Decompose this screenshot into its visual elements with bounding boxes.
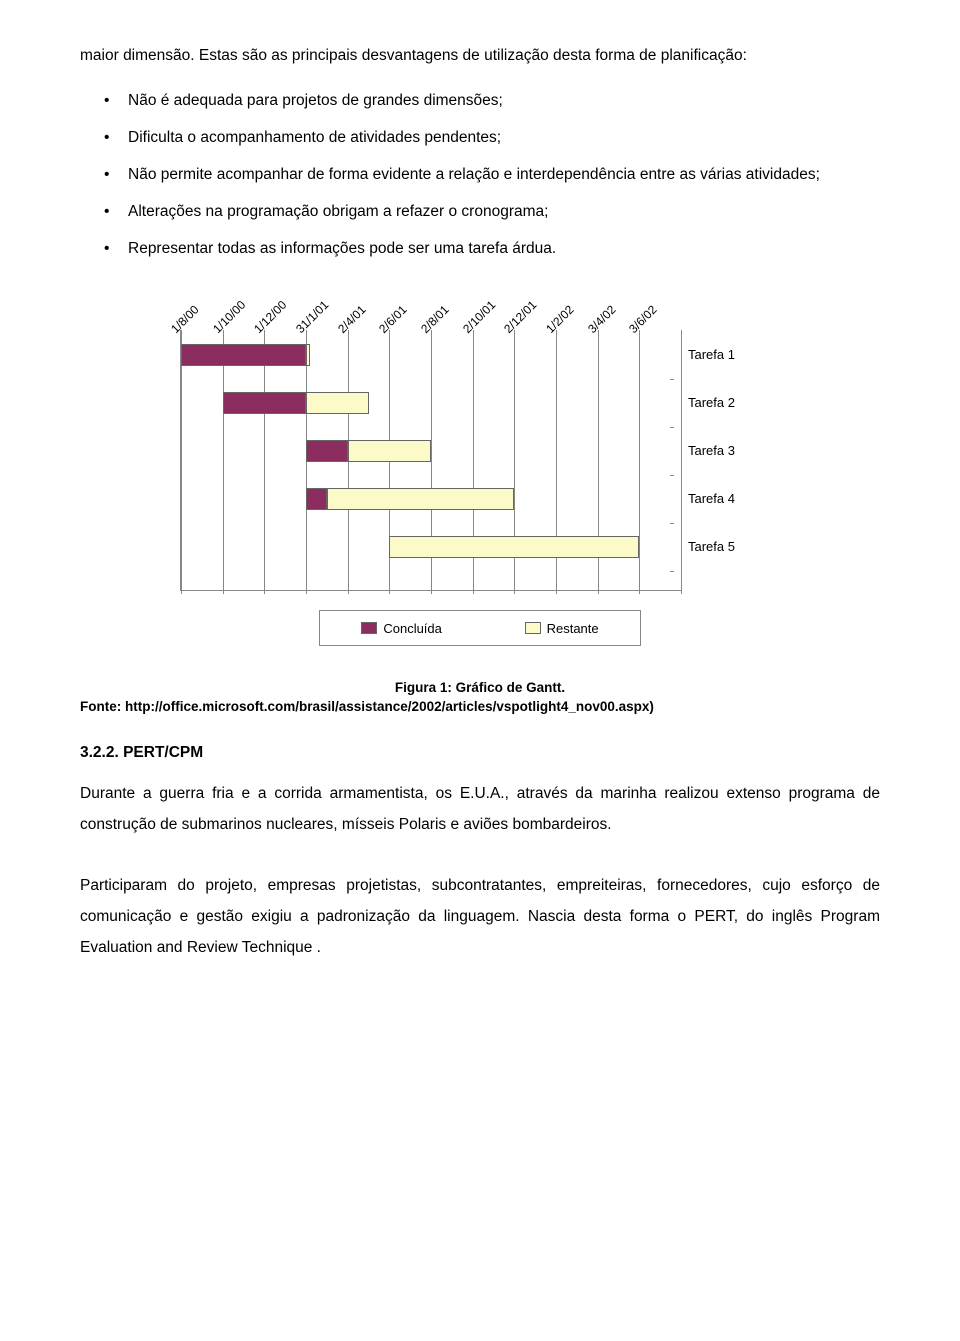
gantt-bar-done [181,344,306,366]
chart-legend: Concluída Restante [319,610,641,646]
list-item: Representar todas as informações pode se… [80,233,880,264]
row-tick [670,523,674,524]
disadvantages-list: Não é adequada para projetos de grandes … [80,85,880,264]
gridline [223,330,224,594]
gantt-bar-remaining [306,392,369,414]
intro-paragraph: maior dimensão. Estas são as principais … [80,40,880,71]
row-tick [670,571,674,572]
list-item: Dificulta o acompanhamento de atividades… [80,122,880,153]
legend-label-done: Concluída [383,621,442,636]
section-heading: 3.2.2. PERT/CPM [80,744,880,762]
gantt-bar-remaining [327,488,515,510]
figure-source: Fonte: http://office.microsoft.com/brasi… [80,699,880,714]
legend-label-remaining: Restante [547,621,599,636]
list-item: Não é adequada para projetos de grandes … [80,85,880,116]
gantt-row-label: Tarefa 4 [688,491,735,506]
gantt-bar-remaining [306,344,310,366]
gridline [264,330,265,594]
legend-swatch-remaining-icon [525,622,541,634]
gridline [348,330,349,594]
legend-item-remaining: Restante [525,621,599,636]
gantt-row-label: Tarefa 3 [688,443,735,458]
gantt-row-label: Tarefa 1 [688,347,735,362]
figure-caption: Figura 1: Gráfico de Gantt. [80,680,880,695]
list-item: Alterações na programação obrigam a refa… [80,196,880,227]
body-paragraph: Durante a guerra fria e a corrida armame… [80,778,880,840]
body-paragraph: Participaram do projeto, empresas projet… [80,870,880,963]
gantt-row-label: Tarefa 5 [688,539,735,554]
legend-swatch-done-icon [361,622,377,634]
gridline [639,330,640,594]
gantt-bar-remaining [389,536,639,558]
row-tick [670,379,674,380]
row-tick [670,427,674,428]
list-item: Não permite acompanhar de forma evidente… [80,159,880,190]
gantt-bar-done [306,488,327,510]
legend-item-done: Concluída [361,621,442,636]
gantt-bar-remaining [348,440,431,462]
gridline [181,330,182,594]
gantt-bar-done [306,440,348,462]
gridline [306,330,307,594]
chart-plot-area [180,330,681,591]
gantt-row-label: Tarefa 2 [688,395,735,410]
gantt-chart: 1/8/001/10/001/12/0031/1/012/4/012/6/012… [170,292,790,646]
row-tick [670,475,674,476]
gantt-bar-done [223,392,306,414]
